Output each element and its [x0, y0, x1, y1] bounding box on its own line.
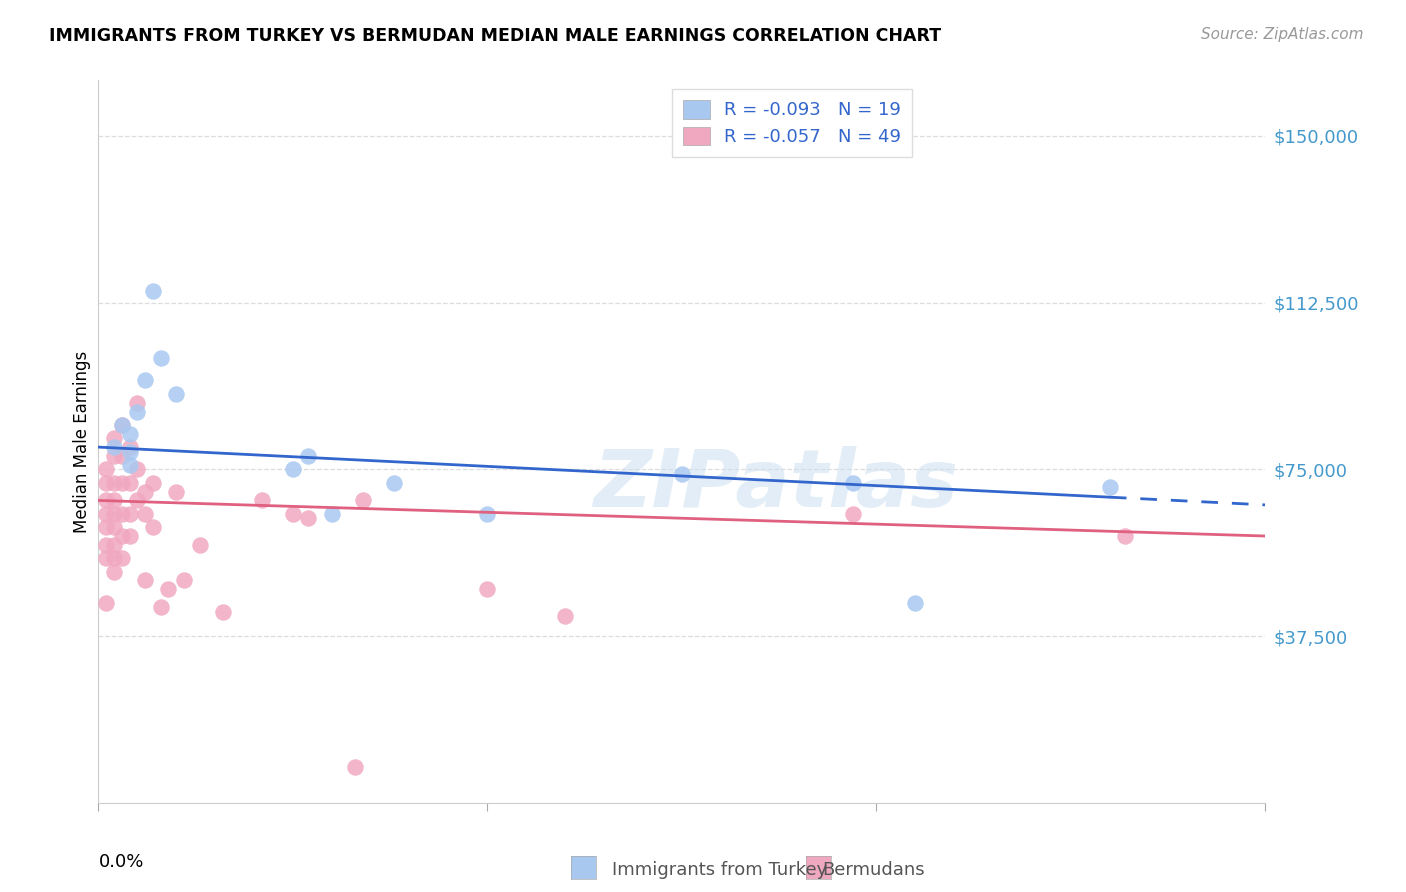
Point — [96, 493, 118, 508]
Point — [134, 484, 156, 499]
Y-axis label: Median Male Earnings: Median Male Earnings — [73, 351, 91, 533]
Point — [142, 285, 165, 299]
Legend: R = -0.093   N = 19, R = -0.057   N = 49: R = -0.093 N = 19, R = -0.057 N = 49 — [672, 89, 912, 157]
Point — [297, 511, 319, 525]
Point — [118, 475, 141, 490]
Point — [96, 462, 118, 476]
Point — [134, 507, 156, 521]
Point — [142, 475, 165, 490]
Point — [118, 426, 141, 441]
Point — [188, 538, 211, 552]
Text: Bermudans: Bermudans — [823, 861, 925, 879]
Point — [118, 444, 141, 458]
Point — [173, 574, 195, 588]
Point — [321, 507, 343, 521]
Point — [103, 520, 125, 534]
Point — [149, 351, 172, 366]
Point — [96, 475, 118, 490]
Point — [134, 574, 156, 588]
Point — [103, 493, 125, 508]
Point — [134, 373, 156, 387]
Point — [382, 475, 405, 490]
Point — [96, 538, 118, 552]
Point — [1098, 480, 1121, 494]
Point — [96, 520, 118, 534]
Point — [96, 551, 118, 566]
Point — [103, 440, 125, 454]
Point — [127, 395, 149, 409]
Point — [904, 596, 927, 610]
Point — [157, 582, 180, 597]
Text: 0.0%: 0.0% — [98, 854, 143, 871]
Point — [111, 417, 134, 432]
Point — [111, 551, 134, 566]
Point — [103, 449, 125, 463]
Point — [250, 493, 273, 508]
Point — [477, 507, 499, 521]
Point — [103, 475, 125, 490]
Point — [165, 484, 187, 499]
Point — [127, 493, 149, 508]
Point — [344, 760, 367, 774]
Point — [352, 493, 374, 508]
Point — [142, 520, 165, 534]
Point — [111, 475, 134, 490]
Point — [118, 458, 141, 472]
Point — [127, 404, 149, 418]
Point — [111, 529, 134, 543]
Point — [297, 449, 319, 463]
Point — [1114, 529, 1136, 543]
Point — [165, 386, 187, 401]
Point — [111, 507, 134, 521]
Point — [103, 551, 125, 566]
Point — [96, 507, 118, 521]
Text: Immigrants from Turkey: Immigrants from Turkey — [612, 861, 827, 879]
Text: ZIPatlas: ZIPatlas — [593, 446, 957, 524]
Point — [281, 507, 304, 521]
Point — [111, 417, 134, 432]
Point — [103, 507, 125, 521]
Point — [103, 565, 125, 579]
Point — [212, 605, 235, 619]
Point — [671, 467, 693, 481]
Point — [477, 582, 499, 597]
Point — [103, 431, 125, 445]
Text: Source: ZipAtlas.com: Source: ZipAtlas.com — [1201, 27, 1364, 42]
Point — [118, 507, 141, 521]
Point — [149, 600, 172, 615]
Point — [127, 462, 149, 476]
Point — [842, 507, 865, 521]
Point — [842, 475, 865, 490]
Text: IMMIGRANTS FROM TURKEY VS BERMUDAN MEDIAN MALE EARNINGS CORRELATION CHART: IMMIGRANTS FROM TURKEY VS BERMUDAN MEDIA… — [49, 27, 942, 45]
Point — [554, 609, 576, 624]
Point — [111, 449, 134, 463]
Point — [103, 538, 125, 552]
Point — [96, 596, 118, 610]
Point — [281, 462, 304, 476]
Point — [118, 440, 141, 454]
Point — [118, 529, 141, 543]
